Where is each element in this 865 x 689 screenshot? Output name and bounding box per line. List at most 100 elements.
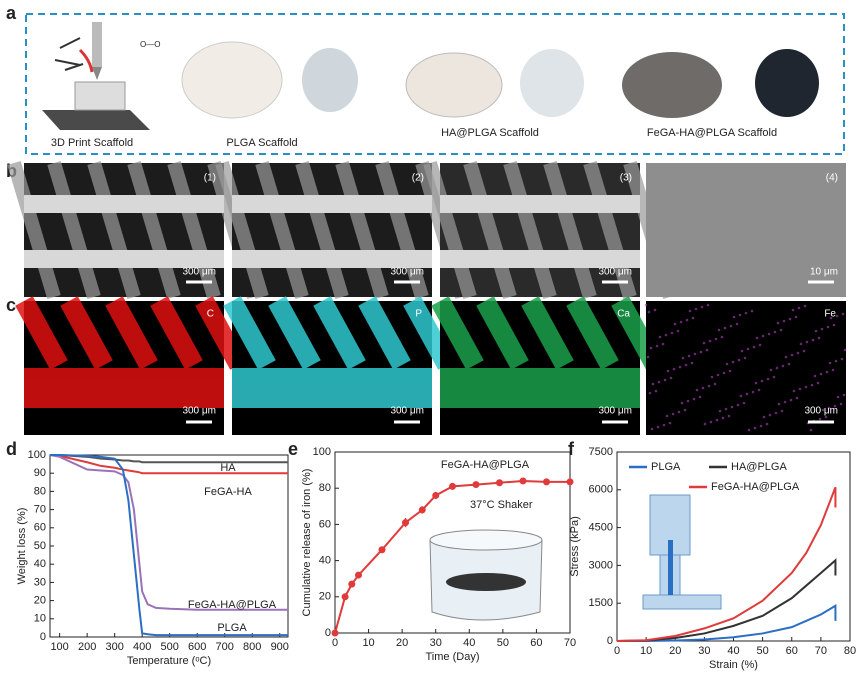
dot	[687, 354, 691, 358]
dot	[842, 393, 846, 397]
dot	[840, 357, 844, 361]
dot	[707, 384, 711, 388]
fiber	[431, 296, 484, 370]
x-tick-label: 0	[332, 637, 338, 649]
dot	[766, 377, 770, 381]
dot	[646, 355, 650, 359]
dot	[731, 360, 735, 364]
dot	[703, 422, 707, 426]
image-label: (4)	[826, 173, 838, 184]
dot	[768, 413, 772, 417]
dot	[695, 388, 699, 392]
dot	[700, 305, 704, 309]
fiber	[167, 160, 221, 300]
caption: 3D Print Scaffold	[51, 137, 133, 149]
dot	[782, 319, 786, 323]
x-tick-label: 900	[271, 641, 289, 653]
dot	[708, 339, 712, 343]
y-tick-label: 80	[319, 482, 331, 494]
eds-pattern	[644, 303, 847, 432]
y-tick-label: 40	[319, 555, 331, 567]
fiber	[440, 250, 640, 268]
scale-bar-label: 300 μm	[598, 267, 632, 278]
dot	[824, 415, 828, 419]
y-tick-label: 60	[34, 522, 46, 534]
eds-pattern	[431, 296, 664, 408]
data-point	[418, 506, 426, 514]
caption: FeGA-HA@PLGA Scaffold	[647, 127, 777, 139]
dot	[699, 350, 703, 354]
y-axis-title: Weight loss (%)	[16, 508, 28, 585]
dot	[744, 311, 748, 315]
dot	[666, 369, 670, 373]
dot	[720, 335, 724, 339]
scale-bar-label: 300 μm	[804, 406, 838, 417]
dot	[702, 341, 706, 345]
dot	[776, 321, 780, 325]
dot	[736, 403, 740, 407]
dot	[757, 388, 761, 392]
dot	[649, 346, 653, 350]
series-label: FeGA-HA	[204, 486, 252, 498]
dot	[672, 367, 676, 371]
dot	[657, 380, 661, 384]
data-point	[543, 478, 550, 486]
dot	[843, 348, 847, 352]
dot	[665, 414, 669, 418]
dot	[783, 400, 787, 404]
series-line	[616, 558, 837, 642]
plot-frame	[334, 451, 571, 634]
fiber	[476, 296, 529, 370]
dot	[798, 387, 802, 391]
scaffold-illustrations	[181, 41, 819, 119]
dot	[752, 345, 756, 349]
dot	[834, 359, 838, 363]
fiber	[521, 296, 574, 370]
dot	[706, 303, 710, 307]
fiber	[268, 296, 321, 370]
dot	[810, 383, 814, 387]
dot	[832, 323, 836, 327]
dot	[727, 414, 731, 418]
legend-label: FeGA-HA@PLGA	[711, 481, 800, 493]
data-point	[449, 482, 456, 490]
y-tick-label: 30	[34, 576, 46, 588]
fiber	[24, 195, 224, 213]
fiber	[232, 195, 432, 213]
dot	[662, 423, 666, 427]
fiber	[223, 296, 276, 370]
data-point	[566, 478, 574, 486]
dot	[691, 316, 695, 320]
dot	[746, 347, 750, 351]
scale-bar-label: 300 μm	[598, 406, 632, 417]
sem-image	[646, 163, 846, 297]
x-tick-label: 500	[161, 641, 179, 653]
dot	[730, 405, 734, 409]
data-point	[432, 491, 440, 499]
fiber	[47, 160, 101, 300]
dot	[678, 365, 682, 369]
x-tick-label: 30	[430, 637, 442, 649]
dot	[779, 328, 783, 332]
y-tick-label: 10	[34, 613, 46, 625]
fiber	[423, 160, 477, 300]
dot	[732, 315, 736, 319]
data-point	[348, 580, 356, 588]
y-tick-label: 70	[34, 504, 46, 516]
x-tick-label: 60	[786, 645, 798, 657]
data-point	[378, 546, 386, 554]
data-point	[496, 479, 503, 487]
data-point	[331, 629, 339, 637]
panel-label: c	[6, 295, 16, 315]
dot	[792, 389, 796, 393]
dot	[777, 402, 781, 406]
legend-label: HA@PLGA	[731, 461, 787, 473]
dot	[724, 407, 728, 411]
dot	[784, 355, 788, 359]
y-tick-label: 60	[319, 518, 331, 530]
dot	[789, 398, 793, 402]
fiber	[313, 296, 366, 370]
dot	[698, 395, 702, 399]
series-label: FeGA-HA@PLGA	[188, 599, 277, 611]
y-tick-label: 3000	[589, 559, 613, 571]
